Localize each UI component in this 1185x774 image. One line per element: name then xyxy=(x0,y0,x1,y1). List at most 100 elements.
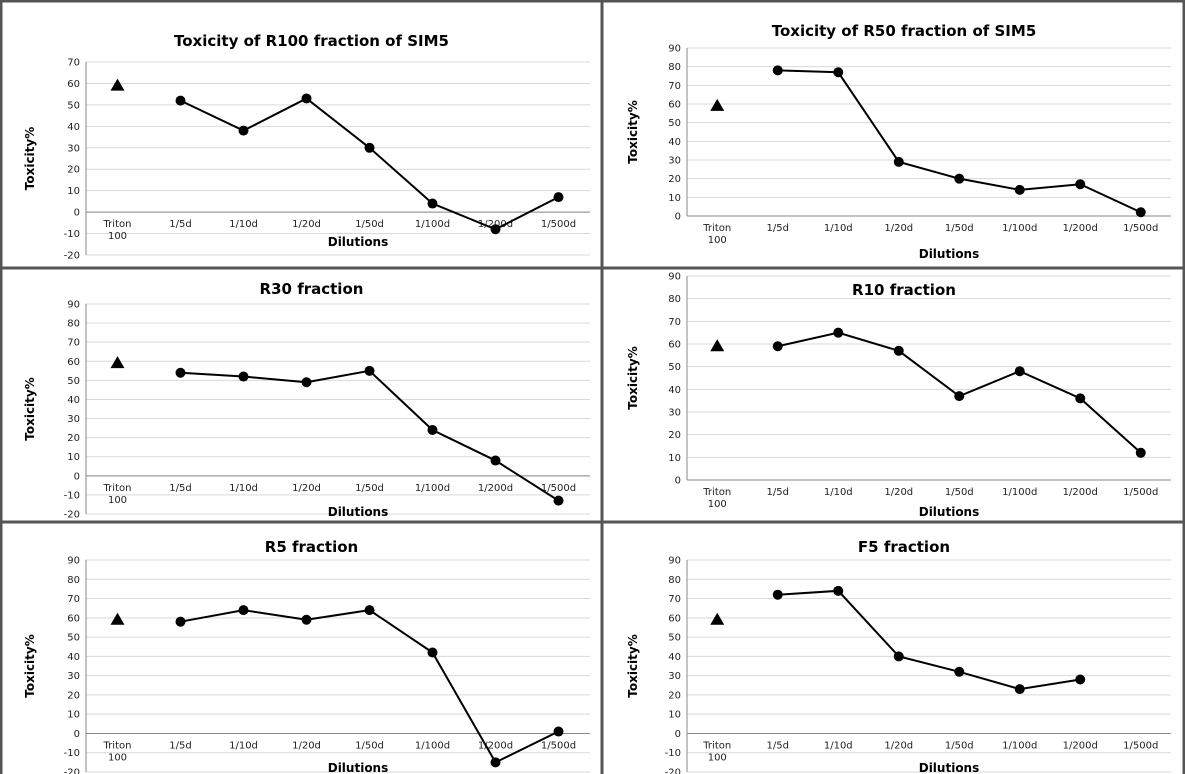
chart-panel-r10: 0 10 20 30 40 50 60 70 80 90 Triton 100 1/5d 1/10d 1/2… xyxy=(603,268,1185,522)
y-tick-label: 30 xyxy=(67,143,80,154)
x-tick-label: 1/20d xyxy=(292,219,321,230)
data-point xyxy=(553,495,564,506)
x-tick-label: 1/200d xyxy=(1063,740,1098,751)
data-point xyxy=(490,224,501,235)
data-point xyxy=(1014,366,1025,377)
y-tick-label: 70 xyxy=(668,594,681,605)
x-tick-label: 1/5d xyxy=(767,223,789,234)
y-tick-label: 40 xyxy=(668,137,681,148)
chart-title: R10 fraction xyxy=(852,281,956,299)
data-point xyxy=(954,666,965,677)
data-point xyxy=(238,605,249,616)
y-tick-label: 70 xyxy=(668,81,681,92)
chart-svg: -20 -10 0 10 20 30 40 50 60 70 80 90 Triton 100 1/5d 1/… xyxy=(626,538,1171,774)
x-tick-label: Triton 100 xyxy=(103,483,132,506)
triton-point xyxy=(110,356,125,369)
y-tick-label: 50 xyxy=(668,362,681,373)
x-tick-label: 1/10d xyxy=(229,483,258,494)
chart-title: R30 fraction xyxy=(260,280,364,298)
y-tick-label: 20 xyxy=(668,174,681,185)
y-tick-label: -10 xyxy=(64,748,80,759)
x-tick-label: Triton 100 xyxy=(702,223,731,246)
series-line xyxy=(777,589,1081,691)
x-tick-label: 1/20d xyxy=(884,740,913,751)
y-tick-label: 30 xyxy=(67,671,80,682)
chart-panel-r50: 0 10 20 30 40 50 60 70 80 90 Triton 100 1/5d 1/10d 1/2… xyxy=(603,0,1185,268)
data-point xyxy=(893,156,904,167)
chart-title: Toxicity of R100 fraction of SIM5 xyxy=(174,32,449,50)
data-point xyxy=(1135,447,1146,458)
data-point xyxy=(893,345,904,356)
y-tick-label: 10 xyxy=(668,710,681,721)
chart-svg: -20 -10 0 10 20 30 40 50 60 70 Triton 100 1/5d 1/10d 1… xyxy=(23,32,590,262)
y-axis-label: Toxicity% xyxy=(626,634,640,698)
chart-panel-f5: -20 -10 0 10 20 30 40 50 60 70 80 90 Triton 100 1/5d 1/… xyxy=(603,522,1185,774)
y-tick-label: 60 xyxy=(668,340,681,351)
x-tick-label: 1/500d xyxy=(1123,740,1158,751)
data-point xyxy=(1014,184,1025,195)
y-tick-label: 70 xyxy=(668,317,681,328)
y-tick-label: 90 xyxy=(668,44,681,55)
x-tick-label: 1/5d xyxy=(169,740,191,751)
y-tick-label: 0 xyxy=(675,212,681,223)
x-tick-label: 1/500d xyxy=(1123,487,1158,498)
x-tick-label: 1/100d xyxy=(415,740,450,751)
chart-panel-r100: -20 -10 0 10 20 30 40 50 60 70 Triton 100 1/5d 1/10d 1… xyxy=(0,0,603,268)
chart-svg: -20 -10 0 10 20 30 40 50 60 70 80 90 Triton 100 1/5d 1/… xyxy=(23,538,590,774)
data-point xyxy=(490,455,501,466)
data-point xyxy=(364,605,375,616)
y-tick-label: 80 xyxy=(668,62,681,73)
chart-panel-r30: -20 -10 0 10 20 30 40 50 60 70 80 90 Triton 100 1/5d 1/… xyxy=(0,268,603,522)
y-tick-label: 50 xyxy=(668,633,681,644)
y-tick-label: 60 xyxy=(67,357,80,368)
triton-point xyxy=(110,612,125,625)
y-tick-label: 40 xyxy=(67,652,80,663)
x-tick-label: 1/500d xyxy=(541,740,576,751)
y-tick-label: 30 xyxy=(668,156,681,167)
x-tick-label: 1/50d xyxy=(355,740,384,751)
x-tick-label: Triton 100 xyxy=(103,219,132,242)
y-tick-label: 80 xyxy=(67,575,80,586)
y-tick-label: 50 xyxy=(67,376,80,387)
data-point xyxy=(175,367,186,378)
y-tick-label: 10 xyxy=(668,193,681,204)
data-point xyxy=(1135,207,1146,218)
x-axis-label: Dilutions xyxy=(919,505,980,519)
y-tick-label: 90 xyxy=(67,300,80,311)
y-tick-label: 80 xyxy=(668,294,681,305)
y-tick-label: 90 xyxy=(67,556,80,567)
y-tick-label: 30 xyxy=(668,671,681,682)
data-point xyxy=(772,341,783,352)
data-point xyxy=(427,198,438,209)
x-tick-label: 1/100d xyxy=(415,483,450,494)
data-point xyxy=(238,371,249,382)
x-tick-label: 1/5d xyxy=(169,219,191,230)
data-point xyxy=(175,616,186,627)
y-tick-label: 50 xyxy=(67,633,80,644)
data-point xyxy=(301,377,312,388)
chart-title: F5 fraction xyxy=(858,538,950,556)
triton-point xyxy=(710,612,725,625)
x-axis-label: Dilutions xyxy=(919,761,980,774)
y-tick-label: 50 xyxy=(668,118,681,129)
x-tick-label: 1/5d xyxy=(767,487,789,498)
triton-point xyxy=(710,339,725,352)
x-tick-label: 1/100d xyxy=(1002,223,1037,234)
y-tick-label: 10 xyxy=(668,453,681,464)
chart-svg: -20 -10 0 10 20 30 40 50 60 70 80 90 Triton 100 1/5d 1/… xyxy=(23,280,590,521)
x-tick-label: 1/50d xyxy=(355,483,384,494)
y-tick-label: 90 xyxy=(668,272,681,283)
x-tick-label: 1/100d xyxy=(1002,740,1037,751)
y-tick-label: 60 xyxy=(67,613,80,624)
x-tick-label: 1/10d xyxy=(229,219,258,230)
data-point xyxy=(301,614,312,625)
x-tick-label: 1/20d xyxy=(292,740,321,751)
data-point xyxy=(1075,674,1086,685)
x-tick-label: 1/500d xyxy=(1123,223,1158,234)
x-tick-label: 1/500d xyxy=(541,483,576,494)
data-point xyxy=(772,65,783,76)
x-axis-label: Dilutions xyxy=(328,235,389,249)
x-tick-label: Triton 100 xyxy=(702,487,731,510)
y-tick-label: 0 xyxy=(74,471,80,482)
